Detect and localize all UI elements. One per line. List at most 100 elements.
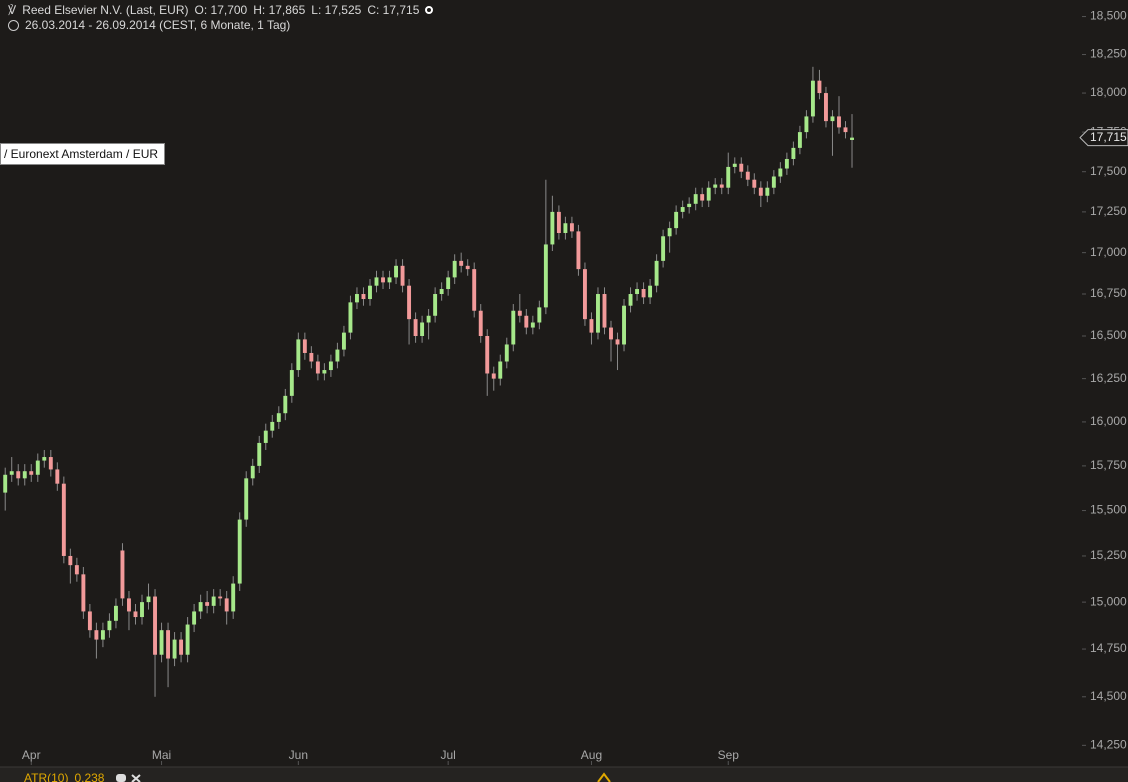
candle-body [166,630,171,659]
candle-body [654,260,659,286]
candle-body [35,460,40,475]
candle-body [517,310,522,316]
x-tick-label: Jul [440,748,455,762]
indicator-settings-icon[interactable] [116,774,126,782]
candle-body [94,630,99,640]
candle-body [680,207,685,212]
candle-body [381,277,385,283]
candle-body [758,187,763,196]
candle-body [784,158,789,169]
candle-body [153,596,157,655]
candle-body [667,228,672,237]
candle-body [198,602,203,612]
candle-body [609,327,613,340]
candle-body [244,478,249,520]
candle-body [771,176,776,188]
candle-body [465,265,470,270]
candle-body [55,469,60,484]
candle-body [791,147,796,159]
candle-body [400,265,405,286]
candle-body [550,211,555,245]
candle-body [739,163,744,172]
candle-body [661,236,666,261]
y-tick-label: 15,000 [1090,594,1127,608]
candle-body [628,294,633,306]
candle-body [140,602,144,618]
candle-body [368,285,372,300]
candle-body [726,166,731,188]
candle-body [530,322,535,328]
exchange-label: / Euronext Amsterdam / EUR [0,143,166,165]
candle-body [446,277,451,290]
candle-body [218,596,223,599]
candle-body [270,421,275,431]
candle-body [843,127,848,133]
candle-body [387,277,392,283]
y-tick-label: 18,500 [1090,9,1127,23]
candle-body [394,265,398,278]
candle-body [582,269,587,320]
candle-body [185,624,190,655]
y-tick-label: 14,500 [1090,689,1127,703]
candle-body [289,370,294,396]
candle-body [107,620,112,631]
candle-body [231,583,236,612]
last-price-label: 17,715 [1090,130,1127,144]
candle-body [22,471,27,479]
candle-body [687,203,692,208]
candle-body [641,289,646,298]
candle-body [472,269,477,311]
candle-body [407,285,412,320]
candle-body [706,187,711,201]
candle-body [81,574,86,612]
candle-body [127,598,131,612]
ohlc: H: 17,865 [253,3,306,17]
candle-body [635,289,640,295]
candle-body [309,352,314,362]
settings-icon[interactable] [425,6,434,14]
candle-body [335,349,340,362]
candle-body [439,289,444,295]
alert-marker [597,772,611,782]
candle-body [322,370,327,374]
candle-body [830,116,835,122]
candle-body [459,260,464,266]
candle-body [602,294,607,328]
candle-body [113,605,118,621]
candle-body [504,344,509,362]
candle-body [452,260,457,278]
candle-body [211,596,216,606]
candle-body [850,137,854,140]
candle-body [328,361,333,371]
candle-body [804,116,809,133]
candle-body [745,171,750,180]
candle-body [485,336,490,374]
candle-body [100,630,105,640]
candle-body [42,457,47,461]
candle-body [543,244,548,308]
candle-body [713,184,718,188]
candle-body [426,315,431,323]
candle-body [172,639,177,659]
candle-body [159,630,164,655]
candle-body [348,302,353,333]
candle-body [693,194,698,204]
indicator-legend[interactable]: ATR(10) 0,238 [24,771,104,782]
indicator-close-icon[interactable] [131,774,141,782]
y-tick-label: 14,750 [1090,641,1127,655]
candle-body [524,315,529,328]
candle-body [205,602,210,606]
x-tick-label: Mai [152,748,171,762]
candle-body [315,361,320,374]
y-tick-label: 18,250 [1090,47,1127,61]
candle-body [237,519,242,584]
candle-body [537,307,542,323]
candle-body [589,319,594,333]
indicator-strip [0,767,1128,782]
candle-body [29,471,34,475]
y-tick-label: 15,250 [1090,548,1127,562]
ohlc: C: 17,715 [367,3,420,17]
y-tick-label: 17,000 [1090,245,1127,259]
candle-body [146,596,151,603]
